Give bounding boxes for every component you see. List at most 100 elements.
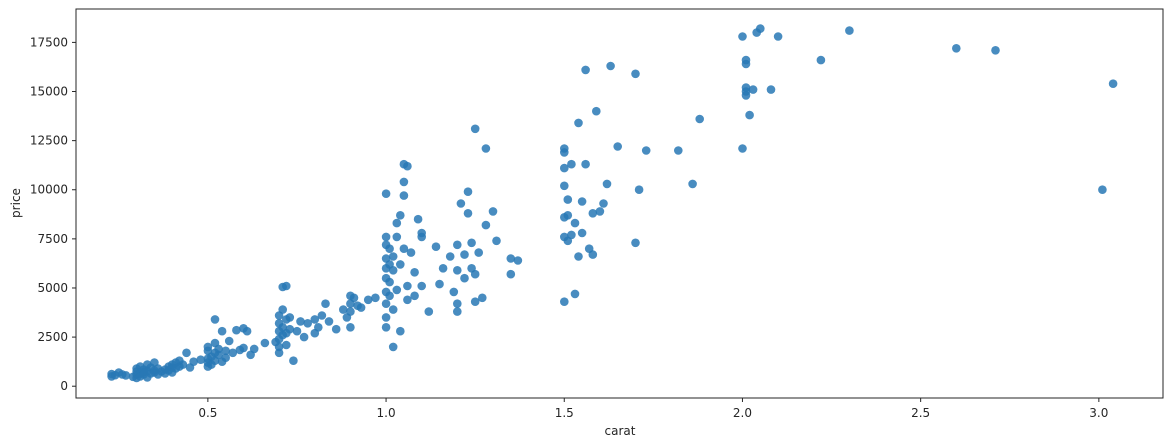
data-point <box>453 240 462 250</box>
data-point <box>121 371 131 380</box>
data-point <box>303 319 313 328</box>
data-point <box>481 144 491 153</box>
data-point <box>695 114 704 124</box>
data-point <box>467 238 476 248</box>
data-point <box>470 297 480 307</box>
data-point <box>289 356 298 366</box>
x-tick-label: 3.0 <box>1089 406 1108 420</box>
data-point <box>274 342 284 352</box>
data-point <box>745 110 754 120</box>
data-point <box>296 317 305 326</box>
data-point <box>492 236 501 246</box>
data-point <box>339 305 348 314</box>
data-point <box>424 307 434 316</box>
x-tick-label: 2.0 <box>733 406 752 420</box>
data-point <box>634 185 644 194</box>
data-point <box>282 340 291 350</box>
data-point <box>738 32 747 41</box>
data-point <box>385 277 394 287</box>
data-point <box>474 248 484 257</box>
data-point <box>453 266 462 275</box>
data-point <box>392 218 402 228</box>
data-point <box>381 232 391 242</box>
data-point <box>560 163 569 173</box>
data-point <box>417 281 427 291</box>
data-point <box>816 55 826 65</box>
y-axis-ticks: 0 2500 5000 7500 10000 12500 15000 17500 <box>30 35 76 393</box>
data-point <box>189 357 198 367</box>
data-point <box>249 344 259 354</box>
data-point <box>756 24 765 33</box>
data-point <box>385 291 394 301</box>
data-point <box>513 256 523 265</box>
x-axis-label: carat <box>605 424 636 438</box>
data-point <box>299 332 309 342</box>
data-point <box>595 207 605 216</box>
y-tick-label: 0 <box>60 379 68 393</box>
data-point <box>403 295 412 305</box>
x-axis-ticks: 0.5 1.0 1.5 2.0 2.5 3.0 <box>198 398 1108 420</box>
data-point <box>738 144 747 153</box>
data-point <box>577 228 587 238</box>
data-point <box>392 232 402 242</box>
data-point <box>570 289 580 299</box>
x-tick-label: 0.5 <box>198 406 217 420</box>
data-points <box>107 24 1118 383</box>
data-point <box>563 195 573 204</box>
data-point <box>478 293 487 303</box>
data-point <box>324 317 334 326</box>
data-point <box>349 293 359 303</box>
data-point <box>399 177 409 187</box>
data-point <box>388 266 398 275</box>
plot-frame <box>75 8 1164 399</box>
data-point <box>399 191 409 200</box>
data-point <box>463 187 473 196</box>
data-point <box>381 299 391 309</box>
data-point <box>403 281 412 291</box>
data-point <box>766 85 776 94</box>
data-point <box>456 199 466 208</box>
data-point <box>278 305 288 314</box>
data-point <box>182 348 191 358</box>
data-point <box>285 313 295 322</box>
data-point <box>260 338 270 348</box>
data-point <box>688 179 697 189</box>
data-point <box>321 299 330 309</box>
data-point <box>242 326 252 336</box>
data-point <box>217 326 227 336</box>
data-point <box>388 252 398 261</box>
data-point <box>438 264 448 273</box>
data-point <box>606 61 615 71</box>
data-point <box>417 228 427 238</box>
data-point <box>463 209 473 218</box>
data-point <box>410 268 419 277</box>
data-point <box>317 311 327 320</box>
data-point <box>221 353 230 363</box>
data-point <box>363 295 373 305</box>
y-tick-label: 2500 <box>37 330 68 344</box>
data-point <box>453 299 462 309</box>
data-point <box>674 146 683 155</box>
data-point <box>470 269 480 279</box>
data-point <box>388 342 398 352</box>
data-point <box>388 305 398 314</box>
y-tick-label: 12500 <box>30 134 68 148</box>
data-point <box>560 297 569 307</box>
y-axis-label: price <box>9 188 23 218</box>
data-point <box>567 230 576 240</box>
data-point <box>399 244 409 253</box>
y-tick-label: 7500 <box>37 232 68 246</box>
data-point <box>410 291 419 301</box>
data-point <box>488 207 498 216</box>
data-point <box>431 242 441 251</box>
data-point <box>581 159 590 169</box>
data-point <box>570 218 580 228</box>
data-point <box>392 285 402 295</box>
data-point <box>741 91 751 100</box>
data-point <box>1108 79 1118 88</box>
data-point <box>588 250 598 259</box>
data-point <box>613 142 622 151</box>
data-point <box>314 323 323 332</box>
data-point <box>381 189 391 198</box>
